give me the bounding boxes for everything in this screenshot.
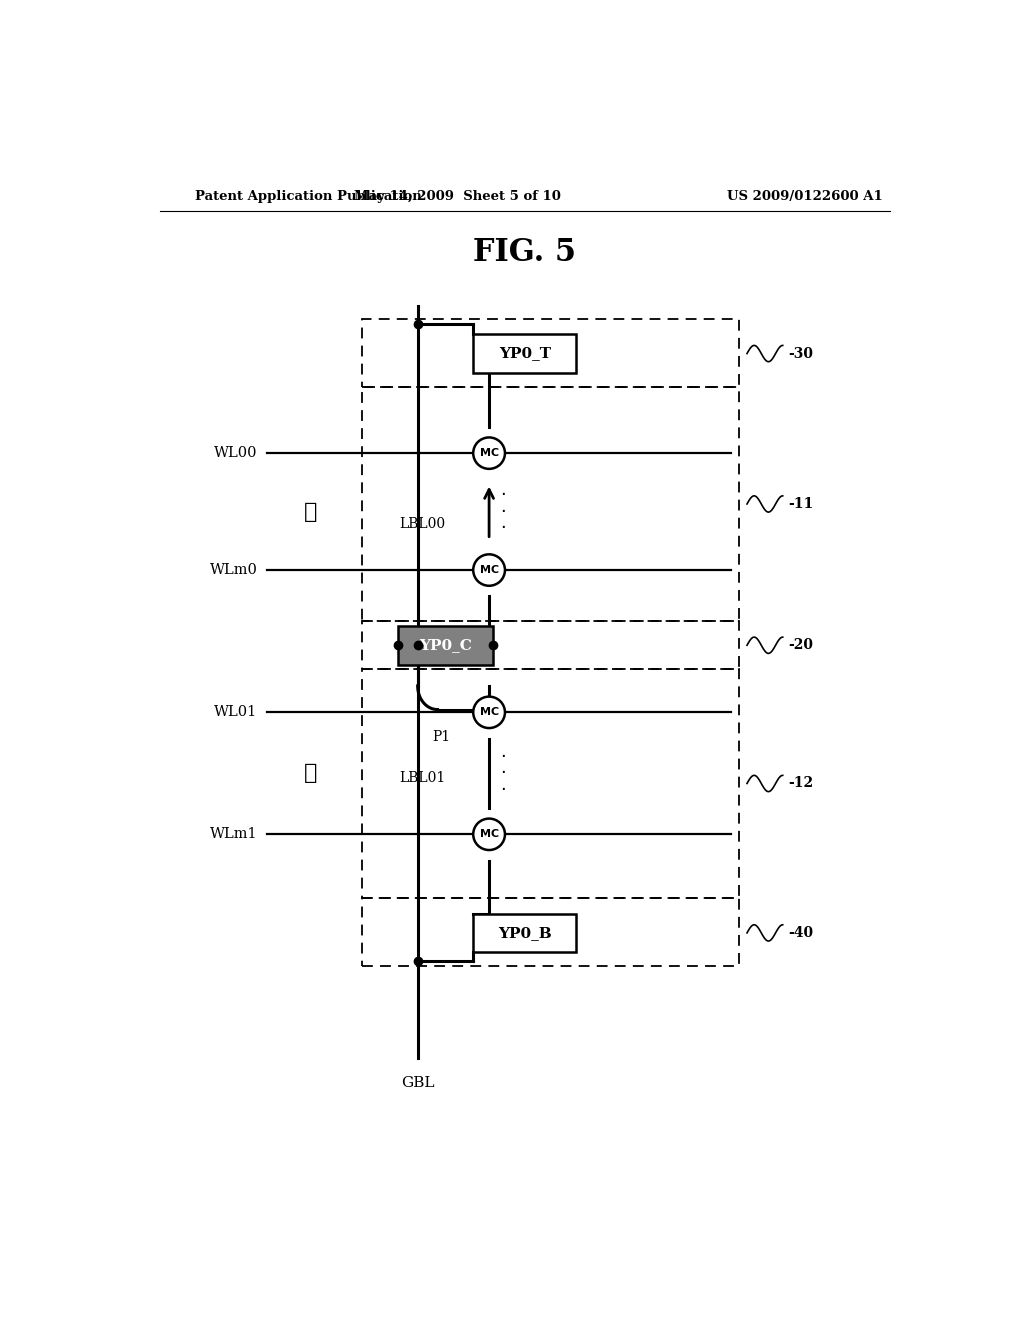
Text: WL00: WL00 [214, 446, 257, 461]
Ellipse shape [473, 437, 505, 469]
Text: -20: -20 [788, 639, 813, 652]
Bar [397, 626, 494, 664]
Text: YP0_B: YP0_B [498, 925, 552, 940]
Text: -40: -40 [788, 925, 813, 940]
Text: MC: MC [479, 565, 499, 576]
Text: May 14, 2009  Sheet 5 of 10: May 14, 2009 Sheet 5 of 10 [354, 190, 561, 202]
Text: P1: P1 [432, 730, 451, 743]
Text: LBL01: LBL01 [399, 771, 445, 785]
Text: MC: MC [479, 708, 499, 717]
Text: -30: -30 [788, 347, 813, 360]
Text: LBL00: LBL00 [399, 517, 445, 532]
Ellipse shape [473, 818, 505, 850]
Bar [362, 387, 739, 620]
Text: WLm0: WLm0 [210, 564, 257, 577]
Text: ·
·
·: · · · [501, 747, 506, 799]
Bar [362, 669, 739, 899]
Text: WLm1: WLm1 [210, 828, 257, 841]
Text: ⋮: ⋮ [304, 500, 317, 523]
Ellipse shape [473, 554, 505, 586]
Bar [362, 620, 739, 669]
Text: Patent Application Publication: Patent Application Publication [196, 190, 422, 202]
Text: -12: -12 [788, 776, 813, 791]
Ellipse shape [473, 697, 505, 729]
Text: FIG. 5: FIG. 5 [473, 238, 577, 268]
Bar [473, 334, 577, 372]
Bar [362, 319, 739, 387]
Text: MC: MC [479, 449, 499, 458]
Bar [473, 913, 577, 952]
Bar [362, 899, 739, 966]
Text: YP0_T: YP0_T [499, 347, 551, 360]
Text: -11: -11 [788, 496, 813, 511]
Text: WL01: WL01 [214, 705, 257, 719]
Text: MC: MC [479, 829, 499, 840]
Text: US 2009/0122600 A1: US 2009/0122600 A1 [727, 190, 883, 202]
Text: ⋮: ⋮ [304, 763, 317, 784]
Text: GBL: GBL [401, 1076, 434, 1090]
Text: YP0_C: YP0_C [419, 639, 472, 652]
Text: ·
·
·: · · · [501, 486, 506, 537]
